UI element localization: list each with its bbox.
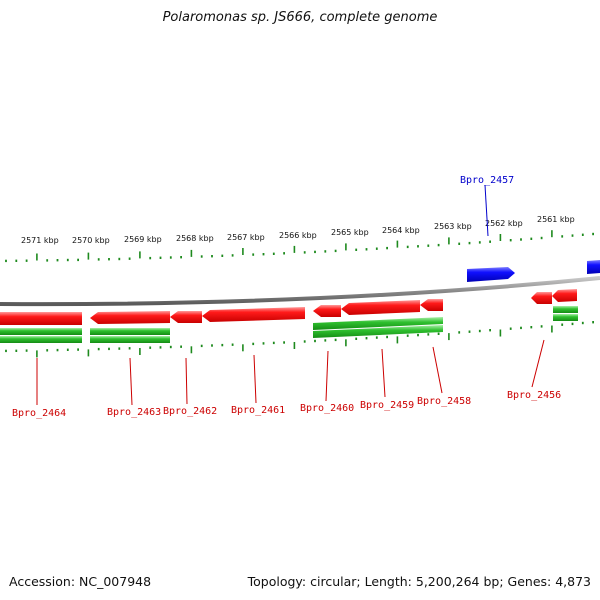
leader-line [253,354,257,404]
gene-bpro-2463[interactable] [90,311,170,324]
gene-label-bpro-2462[interactable]: Bpro_2462 [163,406,217,417]
coordinate-ruler-top [5,230,594,263]
kbp-label: 2564 kbp [382,226,420,235]
gene-bpro-2461[interactable] [202,307,305,322]
gene-bpro-2458[interactable] [420,299,443,311]
leader-line [432,346,443,394]
green-feature[interactable] [0,328,82,335]
green-feature[interactable] [553,306,578,313]
genome-title: Polaromonas sp. JS666, complete genome [162,10,438,25]
gene-labels: Bpro_2464 Bpro_2463 Bpro_2462 Bpro_2461 … [12,175,561,419]
green-features [0,306,578,343]
kbp-label: 2568 kbp [176,234,214,243]
kbp-label: 2570 kbp [72,236,110,245]
leader-line [185,357,188,405]
kbp-label: 2566 kbp [279,231,317,240]
kbp-label: 2569 kbp [124,235,162,244]
gene-label-bpro-2456[interactable]: Bpro_2456 [507,390,561,401]
gene-bpro-2457[interactable] [467,267,515,282]
gene-bpro-2462[interactable] [170,311,202,323]
green-feature[interactable] [90,336,170,343]
gene-label-bpro-2464[interactable]: Bpro_2464 [12,408,66,419]
gene-blue-edge[interactable] [587,260,600,274]
kbp-label: 2567 kbp [227,233,265,242]
gene-bpro-2460[interactable] [313,305,341,317]
gene-label-bpro-2459[interactable]: Bpro_2459 [360,400,414,411]
kbp-label: 2565 kbp [331,228,369,237]
leader-line [325,350,329,402]
gene-bpro-2456-a[interactable] [531,292,552,304]
leader-line [484,184,489,237]
gene-label-bpro-2457[interactable]: Bpro_2457 [460,175,514,186]
kbp-labels: 2571 kbp 2570 kbp 2569 kbp 2568 kbp 2567… [21,215,575,245]
green-feature[interactable] [0,336,82,343]
green-feature[interactable] [90,328,170,335]
kbp-label: 2562 kbp [485,219,523,228]
forward-strand-genes [467,260,600,282]
genome-backbone [0,276,600,307]
accession-text: Accession: NC_007948 [9,574,152,589]
gene-bpro-2459[interactable] [341,300,420,315]
gene-bpro-2464[interactable] [0,312,82,325]
leader-line [129,357,133,406]
green-feature[interactable] [313,317,443,330]
genome-stats: Topology: circular; Length: 5,200,264 bp… [247,574,591,589]
gene-label-bpro-2458[interactable]: Bpro_2458 [417,396,471,407]
leader-line [531,339,545,388]
leader-line [381,348,386,398]
kbp-label: 2571 kbp [21,236,59,245]
gene-label-bpro-2460[interactable]: Bpro_2460 [300,403,354,414]
kbp-label: 2561 kbp [537,215,575,224]
reverse-strand-genes [0,289,577,325]
gene-label-bpro-2463[interactable]: Bpro_2463 [107,407,161,418]
green-feature[interactable] [553,314,578,321]
gene-bpro-2456-b[interactable] [552,289,577,302]
coordinate-ruler-bottom [5,321,594,358]
gene-label-bpro-2461[interactable]: Bpro_2461 [231,405,285,416]
label-leaders [36,184,545,406]
green-feature[interactable] [313,325,443,338]
kbp-label: 2563 kbp [434,222,472,231]
